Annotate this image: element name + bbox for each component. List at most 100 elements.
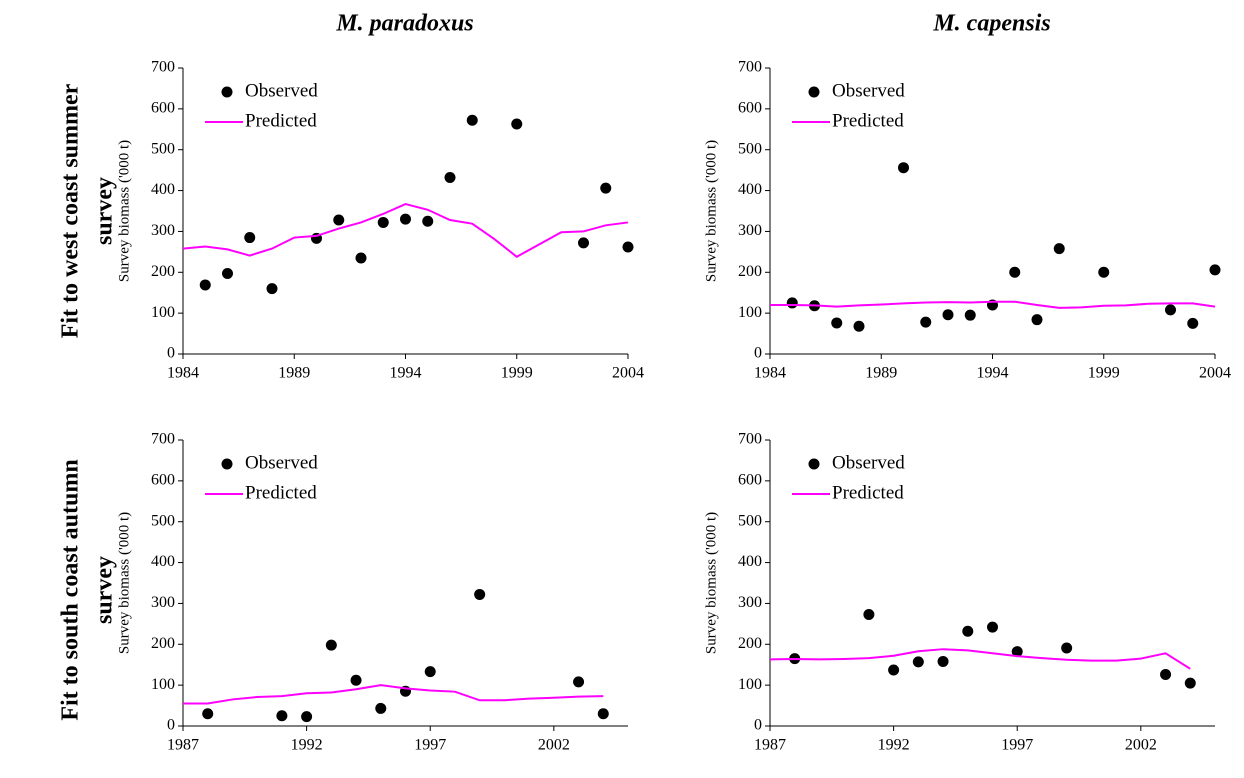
observed-point xyxy=(244,232,256,244)
panel: 0 100 200 300 400 500 600 700 1987 1992 1997 2002 Su… xyxy=(703,431,1215,754)
row-title: survey xyxy=(92,556,118,624)
y-tick-label: 300 xyxy=(738,222,762,239)
y-tick-label: 100 xyxy=(151,304,175,321)
legend-label: Observed xyxy=(245,80,318,101)
observed-point xyxy=(920,316,932,328)
observed-point xyxy=(1061,642,1073,654)
observed-point xyxy=(276,710,288,722)
y-tick-label: 100 xyxy=(151,676,175,693)
x-tick-label: 1989 xyxy=(865,365,897,382)
observed-point xyxy=(400,213,411,225)
y-tick-label: 200 xyxy=(151,263,175,280)
observed-point xyxy=(578,237,589,249)
observed-point xyxy=(898,162,909,174)
observed-point xyxy=(333,214,345,226)
x-tick-label: 2004 xyxy=(612,365,644,382)
y-tick-label: 0 xyxy=(754,345,762,362)
observed-point xyxy=(1184,677,1196,689)
x-tick-label: 1987 xyxy=(754,737,786,754)
y-tick-label: 100 xyxy=(738,304,762,321)
y-tick-label: 600 xyxy=(738,472,762,489)
y-tick-label: 500 xyxy=(738,512,762,529)
observed-point xyxy=(222,268,233,280)
y-tick-label: 200 xyxy=(738,263,762,280)
panel: 0 100 200 300 400 500 600 700 1987 1992 1997 2002 Su… xyxy=(116,431,628,754)
legend-marker xyxy=(221,86,233,98)
x-tick-label: 1999 xyxy=(501,365,533,382)
observed-point xyxy=(1160,669,1172,681)
observed-point xyxy=(1209,264,1221,276)
observed-point xyxy=(474,588,486,600)
y-tick-label: 300 xyxy=(738,594,762,611)
observed-point xyxy=(424,666,436,678)
y-axis-title: Survey biomass ('000 t) xyxy=(116,512,132,654)
y-tick-label: 600 xyxy=(738,100,762,117)
observed-point xyxy=(422,215,434,227)
observed-point xyxy=(1009,266,1021,278)
observed-point xyxy=(853,320,865,332)
y-tick-label: 700 xyxy=(151,431,175,448)
y-tick-label: 300 xyxy=(151,222,175,239)
predicted-line xyxy=(769,648,1191,670)
x-tick-label: 1999 xyxy=(1088,365,1120,382)
legend-marker xyxy=(808,458,820,470)
y-tick-label: 0 xyxy=(167,345,175,362)
panel: 0 100 200 300 400 500 600 700 1984 1989 1994 1999 20… xyxy=(703,59,1231,382)
y-axis-title: Survey biomass ('000 t) xyxy=(116,140,132,282)
y-tick-label: 400 xyxy=(738,553,762,570)
column-title: M. paradoxus xyxy=(335,11,473,37)
y-tick-label: 700 xyxy=(738,59,762,76)
x-tick-label: 1994 xyxy=(977,365,1009,382)
legend-marker xyxy=(808,86,820,98)
observed-point xyxy=(377,216,389,228)
y-tick-label: 500 xyxy=(151,140,175,157)
x-tick-label: 2002 xyxy=(1125,737,1157,754)
observed-point xyxy=(987,621,998,633)
y-tick-label: 400 xyxy=(738,181,762,198)
observed-point xyxy=(964,309,976,321)
y-tick-label: 200 xyxy=(151,635,175,652)
y-tick-label: 0 xyxy=(167,717,175,734)
observed-point xyxy=(786,297,798,309)
observed-point xyxy=(622,241,634,253)
observed-point xyxy=(942,309,954,321)
x-tick-label: 1989 xyxy=(278,365,310,382)
y-tick-label: 400 xyxy=(151,181,175,198)
row-title: survey xyxy=(92,177,118,245)
y-tick-label: 300 xyxy=(151,594,175,611)
x-tick-label: 1994 xyxy=(390,365,422,382)
observed-point xyxy=(863,608,875,620)
predicted-line xyxy=(183,684,604,705)
legend-label: Predicted xyxy=(245,482,317,503)
legend-label: Predicted xyxy=(832,110,904,131)
predicted-line xyxy=(182,202,629,258)
y-tick-label: 600 xyxy=(151,100,175,117)
x-tick-label: 1984 xyxy=(167,365,199,382)
x-tick-label: 1992 xyxy=(291,737,323,754)
column-title: M. capensis xyxy=(932,11,1050,37)
x-tick-label: 1984 xyxy=(754,365,786,382)
row-title: Fit to south coast autumn xyxy=(58,459,84,720)
predicted-line xyxy=(770,300,1216,309)
x-tick-label: 2004 xyxy=(1199,365,1231,382)
legend-label: Observed xyxy=(245,452,318,473)
observed-point xyxy=(1011,646,1023,658)
y-axis-title: Survey biomass ('000 t) xyxy=(703,140,719,282)
observed-point xyxy=(202,708,214,720)
observed-point xyxy=(350,674,362,686)
observed-point xyxy=(1187,317,1199,329)
row-title: Fit to west coast summer xyxy=(58,83,84,338)
legend-label: Predicted xyxy=(245,110,317,131)
observed-point xyxy=(831,317,843,329)
y-tick-label: 600 xyxy=(151,472,175,489)
observed-point xyxy=(266,283,278,295)
observed-point xyxy=(1098,266,1110,278)
observed-point xyxy=(573,676,585,688)
y-tick-label: 500 xyxy=(151,512,175,529)
y-axis-title: Survey biomass ('000 t) xyxy=(703,512,719,654)
y-tick-label: 400 xyxy=(151,553,175,570)
y-tick-label: 500 xyxy=(738,140,762,157)
observed-point xyxy=(466,114,478,126)
panel: 0 100 200 300 400 500 600 700 1984 1989 1994 1999 20… xyxy=(116,59,644,382)
y-tick-label: 700 xyxy=(738,431,762,448)
